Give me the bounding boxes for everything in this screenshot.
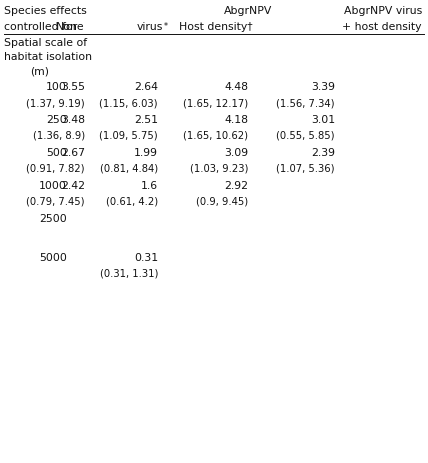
Text: (0.81, 4.84): (0.81, 4.84) <box>100 163 158 174</box>
Text: 3.48: 3.48 <box>61 115 85 125</box>
Text: 3.55: 3.55 <box>61 82 85 92</box>
Text: 2.67: 2.67 <box>61 148 85 158</box>
Text: AbgrNPV: AbgrNPV <box>224 6 272 16</box>
Text: (0.9, 9.45): (0.9, 9.45) <box>196 197 248 206</box>
Text: 5000: 5000 <box>39 252 67 263</box>
Text: (1.07, 5.36): (1.07, 5.36) <box>276 163 335 174</box>
Text: 500: 500 <box>46 148 67 158</box>
Text: + host density: + host density <box>342 22 422 32</box>
Text: 1000: 1000 <box>39 181 67 191</box>
Text: 2.51: 2.51 <box>134 115 158 125</box>
Text: Host density†: Host density† <box>179 22 253 32</box>
Text: (0.31, 1.31): (0.31, 1.31) <box>100 269 158 278</box>
Text: 2.64: 2.64 <box>134 82 158 92</box>
Text: AbgrNPV virus: AbgrNPV virus <box>344 6 422 16</box>
Text: (1.65, 12.17): (1.65, 12.17) <box>183 98 248 108</box>
Text: controlled for: controlled for <box>4 22 77 32</box>
Text: Species effects: Species effects <box>4 6 87 16</box>
Text: (0.91, 7.82): (0.91, 7.82) <box>27 163 85 174</box>
Text: 3.01: 3.01 <box>311 115 335 125</box>
Text: (0.61, 4.2): (0.61, 4.2) <box>106 197 158 206</box>
Text: 4.48: 4.48 <box>224 82 248 92</box>
Text: (1.15, 6.03): (1.15, 6.03) <box>99 98 158 108</box>
Text: virus: virus <box>137 22 163 32</box>
Text: (0.79, 7.45): (0.79, 7.45) <box>27 197 85 206</box>
Text: 0.31: 0.31 <box>134 252 158 263</box>
Text: (1.37, 9.19): (1.37, 9.19) <box>27 98 85 108</box>
Text: Spatial scale of: Spatial scale of <box>4 38 87 48</box>
Text: habitat isolation: habitat isolation <box>4 52 92 62</box>
Text: 2.92: 2.92 <box>224 181 248 191</box>
Text: (1.56, 7.34): (1.56, 7.34) <box>276 98 335 108</box>
Text: 1.6: 1.6 <box>141 181 158 191</box>
Text: 4.18: 4.18 <box>224 115 248 125</box>
Text: 3.39: 3.39 <box>311 82 335 92</box>
Text: 2500: 2500 <box>39 213 67 224</box>
Text: (1.09, 5.75): (1.09, 5.75) <box>99 131 158 141</box>
Text: (m): (m) <box>30 66 49 76</box>
Text: 100: 100 <box>46 82 67 92</box>
Text: 3.09: 3.09 <box>224 148 248 158</box>
Text: (1.36, 8.9): (1.36, 8.9) <box>33 131 85 141</box>
Text: (0.55, 5.85): (0.55, 5.85) <box>276 131 335 141</box>
Text: 2.39: 2.39 <box>311 148 335 158</box>
Text: None: None <box>56 22 85 32</box>
Text: 1.99: 1.99 <box>134 148 158 158</box>
Text: 2.42: 2.42 <box>61 181 85 191</box>
Text: (1.03, 9.23): (1.03, 9.23) <box>190 163 248 174</box>
Text: 250: 250 <box>46 115 67 125</box>
Text: *: * <box>164 22 168 31</box>
Text: (1.65, 10.62): (1.65, 10.62) <box>183 131 248 141</box>
